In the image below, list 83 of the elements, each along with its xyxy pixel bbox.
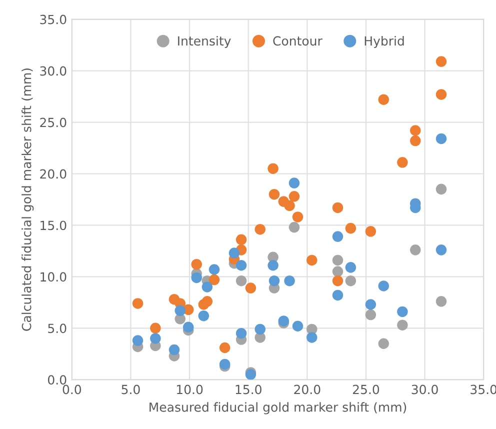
point: [245, 282, 256, 294]
point: [378, 280, 389, 292]
point: [436, 133, 447, 144]
point: [284, 275, 295, 286]
point: [332, 202, 344, 214]
point: [168, 344, 180, 356]
point: [268, 275, 280, 286]
y-tick-label: 5.0: [48, 324, 66, 334]
point: [288, 191, 300, 202]
legend-label: Contour: [273, 36, 322, 46]
point: [378, 94, 389, 105]
point: [397, 306, 408, 318]
point: [202, 296, 213, 307]
point: [150, 322, 161, 334]
x-axis-title: Measured fiducial gold marker shift (mm): [150, 402, 406, 414]
point: [306, 332, 318, 343]
point: [236, 234, 247, 246]
point: [410, 135, 421, 146]
y-tick-label: 30.0: [40, 66, 66, 76]
y-tick-label: 35.0: [40, 14, 66, 24]
point: [292, 212, 304, 222]
point: [365, 309, 376, 320]
point: [208, 274, 220, 286]
point: [332, 290, 344, 301]
x-tick-label: 5.0: [122, 384, 140, 394]
legend-label: Intensity: [178, 36, 231, 48]
point: [236, 275, 247, 286]
point: [436, 56, 447, 67]
point: [236, 260, 247, 271]
x-tick-label: 30.0: [412, 384, 438, 394]
point: [191, 258, 202, 270]
point: [150, 333, 161, 344]
point: [288, 178, 300, 188]
point: [436, 184, 447, 195]
point: [268, 163, 278, 174]
point: [228, 248, 240, 258]
point: [345, 222, 356, 234]
point: [436, 89, 447, 100]
point: [268, 260, 278, 271]
point: [132, 335, 144, 346]
point: [378, 338, 389, 350]
point: [332, 275, 344, 286]
x-tick-label: 0.0: [62, 384, 82, 394]
point: [202, 282, 213, 292]
point: [365, 226, 376, 237]
point: [288, 222, 300, 233]
point: [365, 299, 376, 310]
point: [198, 310, 210, 322]
point: [345, 262, 356, 273]
x-tick-label: 25.0: [352, 384, 380, 394]
point: [174, 305, 186, 316]
point: [191, 272, 202, 284]
point: [236, 328, 247, 339]
y-tick-label: 10.0: [40, 272, 66, 282]
point: [332, 231, 344, 242]
point: [397, 320, 408, 330]
point: [345, 275, 356, 286]
point: [254, 224, 266, 235]
y-tick-label: 20.0: [40, 169, 66, 179]
point: [268, 188, 280, 200]
point: [208, 264, 220, 275]
point: [332, 254, 344, 266]
y-tick-label: 0.0: [48, 375, 66, 385]
point: [332, 266, 344, 277]
point: [410, 244, 421, 256]
point: [306, 254, 318, 266]
point: [132, 298, 144, 309]
y-tick-label: 15.0: [40, 220, 66, 230]
y-tick-label: 25.0: [40, 118, 66, 128]
point: [182, 322, 194, 333]
point: [254, 324, 266, 335]
point: [292, 320, 304, 332]
legend-label: Hybrid: [364, 36, 404, 48]
x-tick-label: 15.0: [236, 384, 262, 394]
point: [436, 296, 447, 307]
x-tick-label: 10.0: [177, 384, 203, 394]
point: [436, 244, 447, 256]
y-axis-title: Calculated fiducial gold marker shift (mm): [22, 68, 34, 331]
point: [397, 157, 408, 168]
point: [284, 200, 295, 212]
point: [219, 342, 230, 354]
x-tick-label: 20.0: [294, 384, 320, 394]
point: [410, 125, 421, 136]
